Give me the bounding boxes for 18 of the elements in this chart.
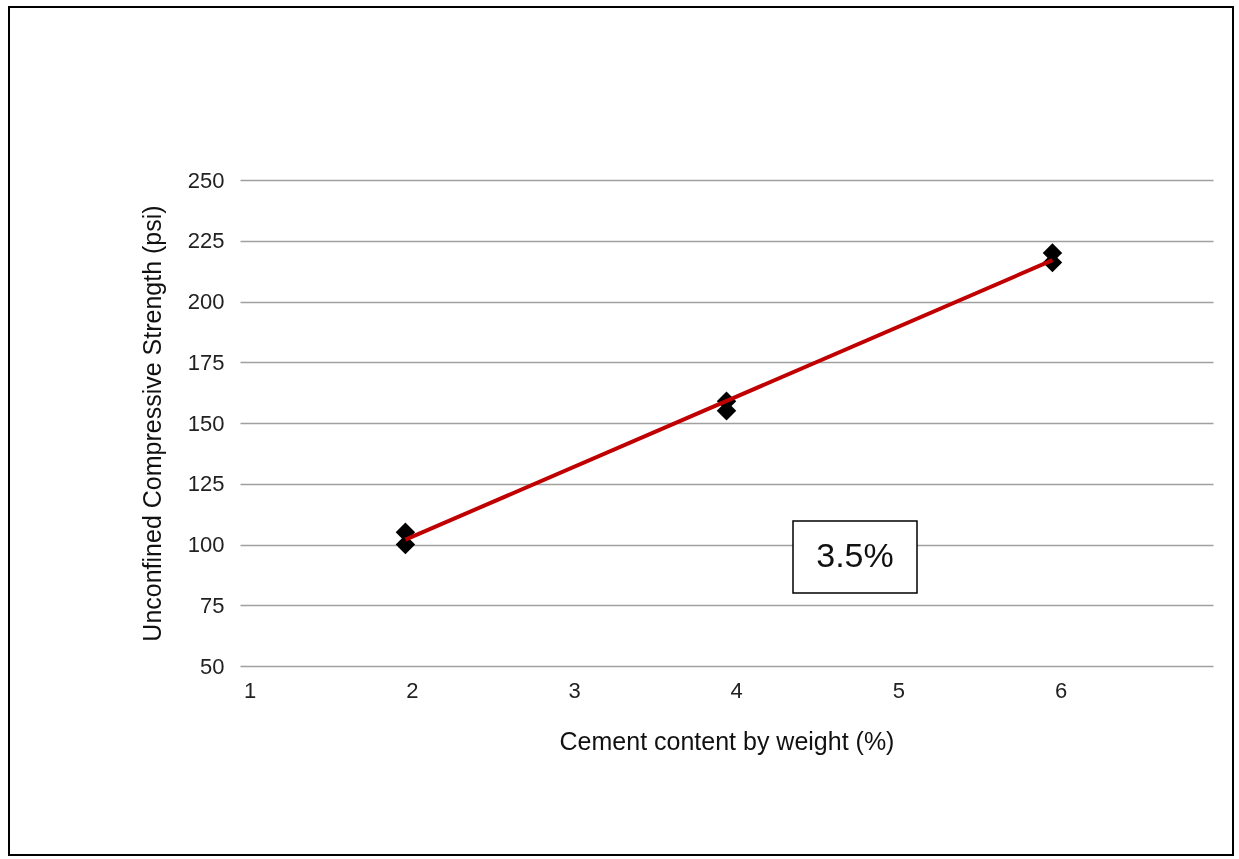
x-tick-label: 4 — [730, 677, 743, 703]
y-axis-title: Unconfined Compressive Strength (psi) — [137, 205, 166, 642]
y-tick-label: 200 — [187, 289, 225, 314]
y-tick-label: 175 — [187, 349, 225, 375]
y-tick-label: 100 — [187, 532, 225, 557]
y-tick-label: 50 — [200, 653, 225, 679]
y-tick-label: 125 — [187, 471, 225, 497]
x-axis-title: Cement content by weight (%) — [559, 726, 895, 755]
x-tick-label: 3 — [568, 677, 581, 703]
x-tick-label: 1 — [244, 677, 257, 703]
y-tick-label: 250 — [187, 167, 225, 193]
x-tick-label: 6 — [1054, 677, 1068, 703]
annotation: 3.5% — [816, 536, 894, 574]
y-tick-label: 225 — [187, 228, 225, 254]
y-tick-label: 150 — [187, 410, 225, 436]
y-tick-label: 75 — [200, 592, 225, 618]
x-tick-label: 2 — [406, 677, 419, 703]
x-tick-label: 5 — [892, 677, 906, 703]
